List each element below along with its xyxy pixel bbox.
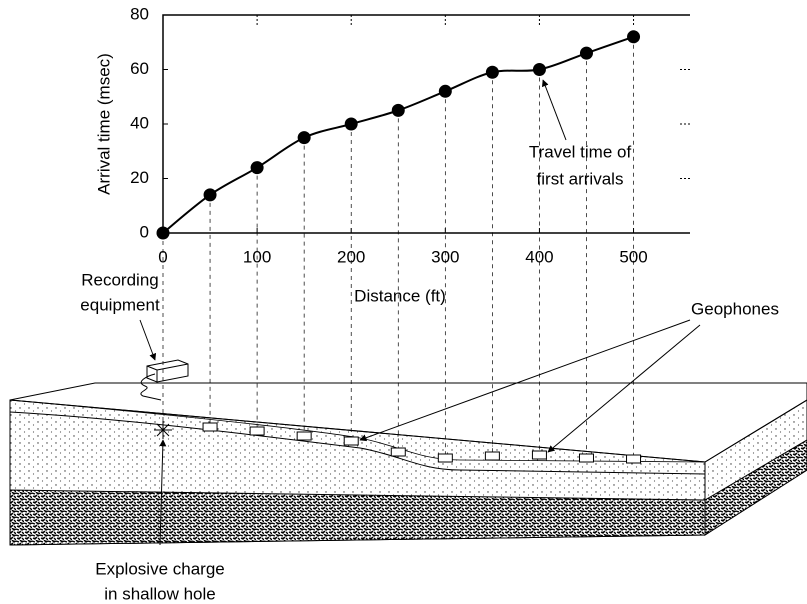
geophone — [437, 453, 453, 463]
label-arrow — [547, 324, 701, 453]
explosive-charge — [154, 421, 172, 439]
geophone — [202, 422, 218, 432]
recording-equipment — [140, 359, 189, 401]
data-point — [156, 226, 170, 240]
y-axis-label: Arrival time (msec) — [94, 53, 113, 195]
geophone — [390, 447, 406, 457]
data-point — [532, 63, 546, 76]
data-point — [391, 103, 405, 117]
annotation: first arrivals — [537, 169, 624, 188]
y-tick-label: 0 — [140, 222, 149, 241]
label-arrow — [139, 319, 157, 361]
label: Recording — [81, 270, 159, 289]
data-point — [344, 117, 358, 131]
data-point — [297, 131, 311, 145]
y-tick-label: 60 — [130, 59, 149, 78]
geophone — [249, 426, 265, 436]
ground-block — [9, 382, 807, 546]
x-tick-label: 200 — [337, 247, 365, 266]
geophone — [578, 453, 594, 463]
label: in shallow hole — [104, 584, 216, 603]
y-tick-label: 40 — [130, 113, 149, 132]
label-arrow — [359, 319, 691, 442]
x-tick-label: 0 — [158, 247, 167, 266]
plot-frame — [162, 14, 690, 234]
data-point — [627, 30, 641, 44]
annotation-arrow — [541, 79, 567, 141]
geophone — [343, 436, 359, 446]
data-point — [203, 188, 217, 202]
geophone — [296, 431, 312, 441]
geophone — [484, 451, 500, 461]
data-point — [485, 65, 499, 79]
data-point — [250, 161, 264, 175]
x-axis-label: Distance (ft) — [354, 286, 446, 305]
label: equipment — [80, 295, 160, 314]
x-tick-label: 500 — [619, 247, 647, 266]
label-arrow — [159, 439, 167, 546]
data-point — [438, 84, 452, 98]
label: Explosive charge — [95, 559, 224, 578]
data-point — [579, 46, 593, 60]
y-tick-label: 20 — [130, 168, 149, 187]
x-tick-label: 300 — [431, 247, 459, 266]
geophone — [531, 450, 547, 460]
label: Geophones — [691, 299, 779, 318]
annotation: Travel time of — [529, 142, 632, 161]
geophone — [626, 454, 642, 464]
y-tick-label: 80 — [130, 4, 149, 23]
